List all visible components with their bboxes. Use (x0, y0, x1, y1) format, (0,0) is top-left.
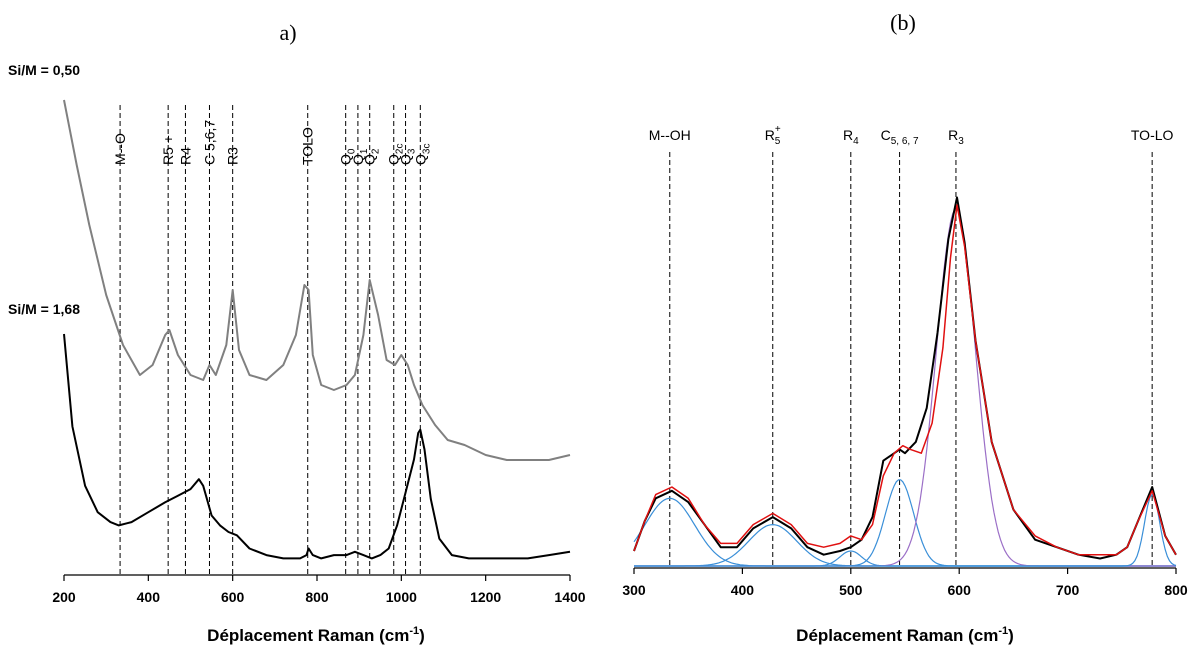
panel-b-peak-label: M--OH (649, 127, 691, 143)
panel-b-fit-components (633, 208, 1177, 567)
panel-b-x-tick-label: 400 (731, 582, 755, 598)
panel-a-x-tick-label: 400 (137, 589, 161, 605)
panel-b-x-tick-label: 700 (1056, 582, 1080, 598)
panel-b-peak-label: R4 (843, 127, 859, 147)
panel-b-measured-line (633, 196, 1177, 560)
panel-a-peak-label: Q2 (362, 148, 382, 165)
panel-b-title: (b) (890, 10, 916, 35)
panel-b-peak-label: TO-LO (1131, 127, 1174, 143)
panel-a-series-line (63, 333, 571, 560)
panel-b-x-tick-label: 600 (948, 582, 972, 598)
panel-b-series (633, 196, 1177, 560)
panel-b-peak-markers: M--OH R+ 5 R4 C5, 6, 7 R3 TO-LO (649, 124, 1174, 566)
panel-a-peak-label: R3 (225, 147, 241, 165)
panel-a-peak-label: C 5,6,7 (201, 120, 217, 165)
panel-a-peak-label: R5 + (160, 135, 176, 165)
panel-b: (b) M--OH R+ 5 R4 C5, 6, 7 R3 TO-LO 300 400 500 6… (622, 10, 1188, 645)
panel-a-title: a) (279, 20, 296, 45)
panel-a-peak-label: Q1 (350, 148, 370, 165)
panel-a-peak-label: Q3 (398, 148, 418, 165)
panel-a-peak-label: R4 (177, 147, 193, 165)
panel-b-fit-line (633, 204, 1177, 556)
panel-a-peak-label: M--O (112, 133, 128, 165)
panel-a-x-tick-label: 800 (305, 589, 329, 605)
panel-a-x-tick-label: 200 (52, 589, 76, 605)
panel-a-x-ticks: 200 400 600 800 1000 1200 1400 (52, 575, 586, 605)
panel-b-fit-component-curve (633, 497, 1176, 567)
panel-b-fit-component-curve (634, 208, 1176, 567)
panel-b-fit-component-curve (634, 523, 1176, 567)
panel-a: a) M--O R5 + R4 C 5,6,7 R3 TOLO Q0Q1Q2Q2cQ3Q3c… (8, 20, 586, 645)
panel-b-x-tick-label: 300 (622, 582, 646, 598)
panel-a-x-tick-label: 600 (221, 589, 245, 605)
panel-b-x-tick-label: 500 (839, 582, 863, 598)
panel-a-x-tick-label: 1000 (386, 589, 417, 605)
panel-b-x-ticks: 300 400 500 600 700 800 (622, 568, 1188, 598)
series-label-si-m-050: Si/M = 0,50 (8, 62, 80, 78)
panel-a-peak-label: TOLO (300, 127, 316, 165)
series-label-si-m-168: Si/M = 1,68 (8, 301, 80, 317)
panel-a-x-tick-label: 1400 (554, 589, 585, 605)
panel-a-series (63, 99, 571, 560)
panel-b-peak-label: R3 (948, 127, 964, 147)
panel-a-x-axis-title: Déplacement Raman (cm-1) (207, 625, 425, 645)
panel-b-peak-label: C5, 6, 7 (881, 127, 919, 147)
panel-b-x-tick-label: 800 (1164, 582, 1188, 598)
panel-a-peak-label: Q0 (338, 148, 358, 165)
panel-a-peak-label: Q2c (386, 144, 406, 165)
panel-a-x-tick-label: 1200 (470, 589, 501, 605)
panel-a-series-line (63, 99, 571, 461)
panel-a-peak-label: Q3c (412, 144, 432, 165)
panel-b-fit-component-curve (634, 493, 1177, 567)
panel-b-x-axis-title: Déplacement Raman (cm-1) (796, 625, 1014, 645)
panel-b-peak-label: R+ 5 (765, 124, 781, 147)
